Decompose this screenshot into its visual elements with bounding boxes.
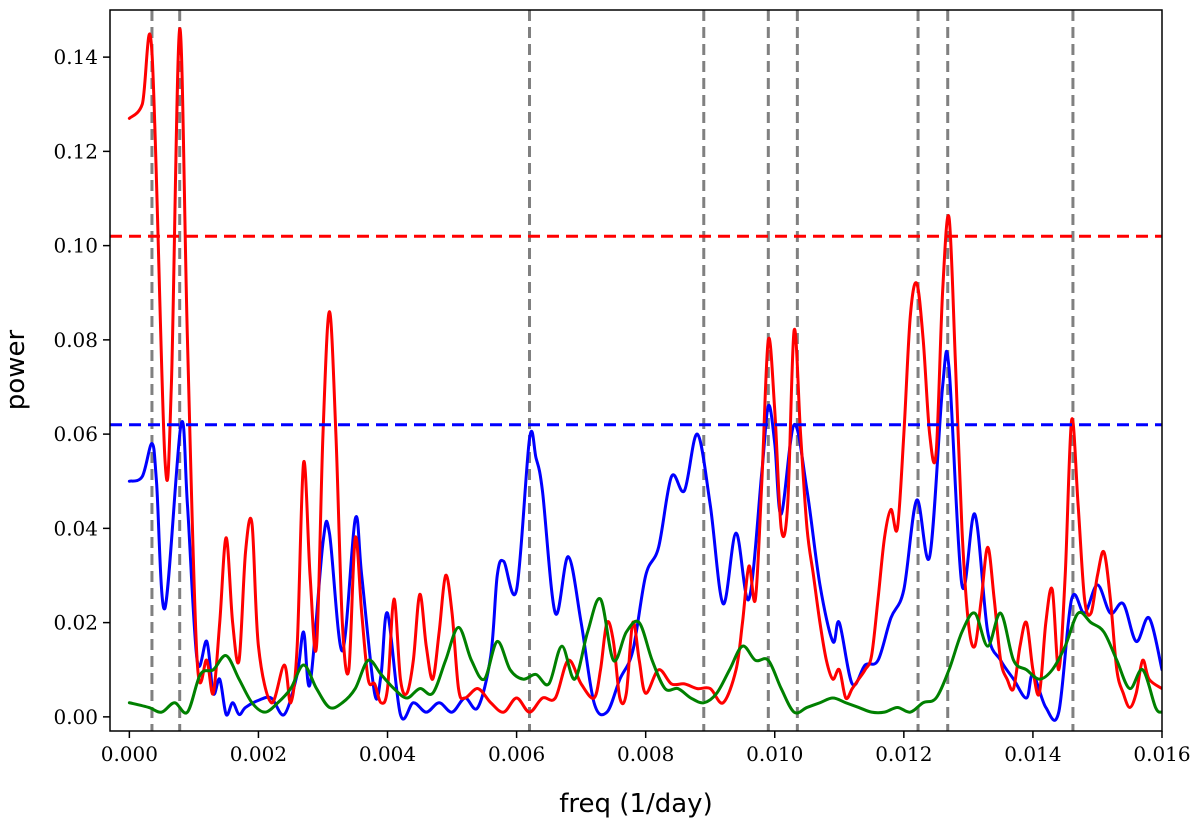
green-series-line [127,597,1162,715]
y-tick-label: 0.06 [53,422,98,446]
x-tick-label: 0.016 [1133,742,1190,766]
y-tick-label: 0.08 [53,328,98,352]
y-tick-label: 0.04 [53,516,98,540]
y-tick-label: 0.14 [53,45,98,69]
x-tick-label: 0.006 [488,742,545,766]
y-tick-label: 0.10 [53,234,98,258]
plot-frame [109,9,1163,732]
x-tick-label: 0.010 [746,742,803,766]
x-tick-label: 0.000 [101,742,158,766]
x-tick-label: 0.002 [230,742,287,766]
x-tick-label: 0.014 [1004,742,1061,766]
series-lines [127,27,1162,722]
y-tick-label: 0.00 [53,705,98,729]
y-axis-label: power [1,330,31,411]
blue-series-line [127,349,1162,722]
x-tick-label: 0.012 [875,742,932,766]
x-tick-label: 0.008 [617,742,674,766]
x-axis-ticks: 0.000 0.002 0.004 0.006 0.008 0.010 0.012 0.014… [101,731,1191,766]
threshold-lines [110,234,1162,427]
y-axis-ticks: 0.00 0.02 0.04 0.06 0.08 0.10 0.12 0.14 [53,45,110,729]
x-axis-label: freq (1/day) [559,789,712,819]
x-tick-label: 0.004 [359,742,416,766]
y-tick-label: 0.02 [53,611,98,635]
y-tick-label: 0.12 [53,139,98,163]
